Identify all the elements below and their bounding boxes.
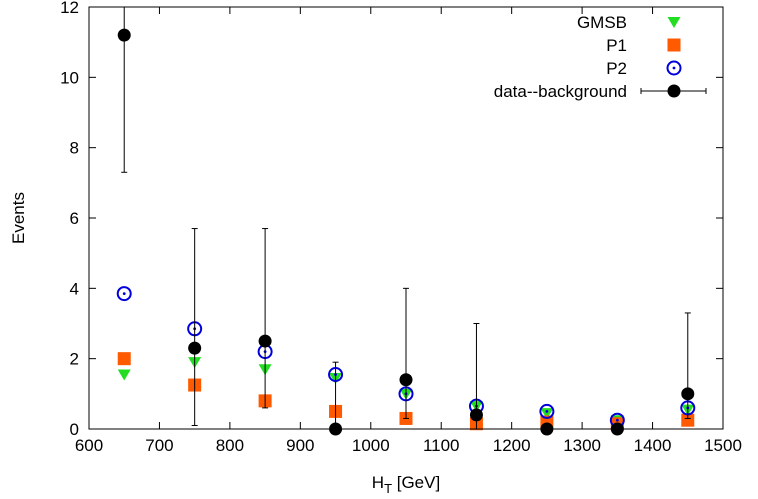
x-tick-label: 1400 [634, 436, 672, 455]
x-tick-label: 900 [286, 436, 314, 455]
y-tick-label: 4 [70, 279, 79, 298]
x-tick-label: 1300 [563, 436, 601, 455]
point-gmsb [540, 408, 554, 420]
y-tick-label: 12 [60, 0, 79, 17]
point-data-background [681, 387, 695, 401]
x-axis-label-unit: [GeV] [392, 473, 440, 492]
x-tick-label: 1000 [352, 436, 390, 455]
legend-marker-gmsb [667, 17, 681, 28]
point-p2-dot [122, 292, 126, 296]
y-tick-label: 10 [60, 68, 79, 87]
x-tick-label: 600 [75, 436, 103, 455]
point-gmsb [117, 369, 131, 381]
legend-marker-p2 [666, 60, 682, 76]
axis-ticks: 600 700 800 900 1000 1100 1200 1300 1400 1500 0 2 4 6… [60, 0, 742, 455]
x-tick-label: 700 [145, 436, 173, 455]
legend: GMSB P1 P2 data--background [494, 13, 707, 101]
point-p2 [539, 403, 555, 419]
x-tick-label: 1200 [493, 436, 531, 455]
point-p2-dot [615, 418, 619, 422]
point-p1 [117, 352, 131, 366]
x-axis-label-subscript: T [384, 481, 392, 496]
legend-marker-p1 [667, 38, 681, 52]
x-tick-label: 1500 [704, 436, 742, 455]
point-p2-dot [545, 410, 549, 413]
legend-label-p2: P2 [606, 59, 627, 78]
y-tick-label: 0 [70, 420, 79, 439]
point-data-background [258, 334, 272, 348]
point-data-background [399, 373, 413, 387]
legend-label-gmsb: GMSB [577, 13, 627, 32]
point-data-background [469, 408, 483, 422]
x-tick-label: 800 [216, 436, 244, 455]
legend-marker-p2-dot [672, 66, 676, 70]
point-data-background [188, 341, 202, 355]
x-tick-label: 1100 [423, 436, 460, 455]
y-tick-label: 6 [70, 209, 79, 228]
point-data-background [117, 28, 131, 42]
legend-label-data-background: data--background [494, 82, 627, 101]
legend-marker-data-background [667, 84, 681, 98]
x-axis-label-main: H [372, 473, 384, 492]
y-axis-label: Events [9, 192, 28, 244]
x-axis-label: HT [GeV] [372, 473, 440, 496]
y-tick-label: 2 [70, 350, 79, 369]
y-tick-label: 8 [70, 139, 79, 158]
data-marks [116, 6, 696, 436]
point-p2 [116, 286, 132, 302]
legend-label-p1: P1 [606, 36, 627, 55]
point-p1 [681, 413, 695, 427]
